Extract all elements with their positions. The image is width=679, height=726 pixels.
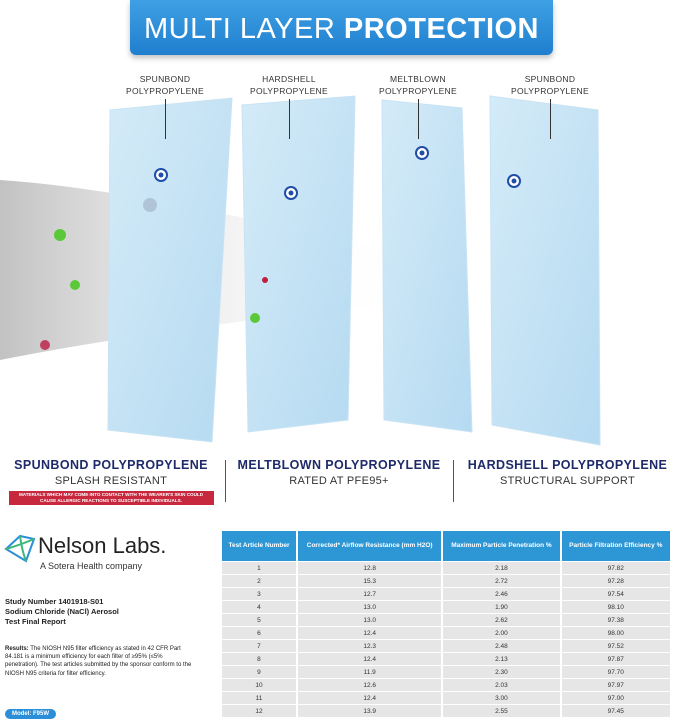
layer-panel-1 xyxy=(107,97,233,443)
table-cell: 97.38 xyxy=(561,614,670,626)
layer-label-4: SPUNBOND POLYPROPYLENE xyxy=(485,73,615,139)
table-row: 2 15.3 2.72 97.28 xyxy=(222,575,670,587)
table-row: 3 12.7 2.46 97.54 xyxy=(222,588,670,600)
table-cell: 2.55 xyxy=(443,705,560,717)
table-cell: 1.90 xyxy=(443,601,560,613)
table-cell: 12.4 xyxy=(297,653,442,665)
table-row: 9 11.9 2.30 97.70 xyxy=(222,666,670,678)
table-cell: 12.3 xyxy=(297,640,442,652)
test-results-table: Test Article Number Corrected* Airflow Re… xyxy=(220,530,672,718)
title-banner: MULTI LAYER PROTECTION xyxy=(130,0,553,55)
divider xyxy=(225,460,226,502)
table-cell: 12.6 xyxy=(297,679,442,691)
caption-meltblown: MELTBLOWN POLYPROPYLENE RATED AT PFE95+ xyxy=(237,458,441,487)
table-cell: 13.0 xyxy=(297,614,442,626)
column-header: Corrected* Airflow Resistance (mm H2O) xyxy=(297,531,442,561)
table-cell: 2.30 xyxy=(443,666,560,678)
table-cell: 98.00 xyxy=(561,627,670,639)
nelson-labs-logo-icon xyxy=(4,534,36,563)
table-cell: 2.72 xyxy=(443,575,560,587)
table-cell: 1 xyxy=(222,562,296,574)
table-cell: 2 xyxy=(222,575,296,587)
particles xyxy=(40,198,268,350)
table-cell: 12.7 xyxy=(297,588,442,600)
table-row: 11 12.4 3.00 97.00 xyxy=(222,692,670,704)
layer-label-3: MELTBLOWN POLYPROPYLENE xyxy=(353,73,483,139)
table-cell: 8 xyxy=(222,653,296,665)
table-cell: 3 xyxy=(222,588,296,600)
table-cell: 97.97 xyxy=(561,679,670,691)
table-cell: 13.9 xyxy=(297,705,442,717)
table-cell: 15.3 xyxy=(297,575,442,587)
table-cell: 9 xyxy=(222,666,296,678)
table-cell: 97.00 xyxy=(561,692,670,704)
table-row: 1 12.8 2.18 97.82 xyxy=(222,562,670,574)
table-cell: 12.4 xyxy=(297,692,442,704)
nelson-labs-logo: Nelson Labs. A Sotera Health company xyxy=(4,533,166,571)
title-light: MULTI LAYER xyxy=(143,13,344,45)
table-row: 7 12.3 2.48 97.52 xyxy=(222,640,670,652)
table-cell: 97.28 xyxy=(561,575,670,587)
results-text: Results: The NIOSH N95 filter efficiency… xyxy=(5,646,192,677)
layer-label-1: SPUNBOND POLYPROPYLENE xyxy=(100,73,230,139)
layers-illustration xyxy=(0,95,601,446)
table-cell: 3.00 xyxy=(443,692,560,704)
table-cell: 2.03 xyxy=(443,679,560,691)
table-cell: 2.62 xyxy=(443,614,560,626)
table-cell: 11.9 xyxy=(297,666,442,678)
column-header: Maximum Particle Penetration % xyxy=(443,531,560,561)
table-cell: 2.18 xyxy=(443,562,560,574)
table-cell: 97.54 xyxy=(561,588,670,600)
layer-panel-2 xyxy=(241,95,356,433)
table-cell: 97.52 xyxy=(561,640,670,652)
divider xyxy=(453,460,454,502)
table-row: 4 13.0 1.90 98.10 xyxy=(222,601,670,613)
table-cell: 7 xyxy=(222,640,296,652)
table-cell: 4 xyxy=(222,601,296,613)
table-cell: 12.8 xyxy=(297,562,442,574)
table-cell: 13.0 xyxy=(297,601,442,613)
table-row: 8 12.4 2.13 97.87 xyxy=(222,653,670,665)
table-cell: 12.4 xyxy=(297,627,442,639)
table-cell: 2.48 xyxy=(443,640,560,652)
model-badge: Model: F95W xyxy=(5,709,56,719)
table-row: 12 13.9 2.55 97.45 xyxy=(222,705,670,717)
caption-spunbond: SPUNBOND POLYPROPYLENE SPLASH RESISTANT M… xyxy=(0,458,222,505)
table-row: 10 12.6 2.03 97.97 xyxy=(222,679,670,691)
table-cell: 97.70 xyxy=(561,666,670,678)
table-cell: 97.87 xyxy=(561,653,670,665)
layer-panel-3 xyxy=(381,99,473,433)
table-cell: 97.82 xyxy=(561,562,670,574)
layer-panel-4 xyxy=(489,95,601,446)
table-cell: 98.10 xyxy=(561,601,670,613)
table-cell: 2.13 xyxy=(443,653,560,665)
table-row: 6 12.4 2.00 98.00 xyxy=(222,627,670,639)
table-cell: 5 xyxy=(222,614,296,626)
study-info: Study Number 1401918-S01 Sodium Chloride … xyxy=(5,597,119,626)
table-cell: 6 xyxy=(222,627,296,639)
allergy-warning: MATERIALS WHICH MAY COME INTO CONTACT WI… xyxy=(8,491,214,505)
table-cell: 11 xyxy=(222,692,296,704)
title-bold: PROTECTION xyxy=(343,13,540,45)
table-cell: 12 xyxy=(222,705,296,717)
table-cell: 2.00 xyxy=(443,627,560,639)
table-cell: 2.46 xyxy=(443,588,560,600)
table-cell: 10 xyxy=(222,679,296,691)
column-header: Test Article Number xyxy=(222,531,296,561)
caption-hardshell: HARDSHELL POLYPROPYLENE STRUCTURAL SUPPOR… xyxy=(467,458,668,487)
table-cell: 97.45 xyxy=(561,705,670,717)
column-header: Particle Filtration Efficiency % xyxy=(561,531,670,561)
layer-label-2: HARDSHELL POLYPROPYLENE xyxy=(224,73,354,139)
table-row: 5 13.0 2.62 97.38 xyxy=(222,614,670,626)
